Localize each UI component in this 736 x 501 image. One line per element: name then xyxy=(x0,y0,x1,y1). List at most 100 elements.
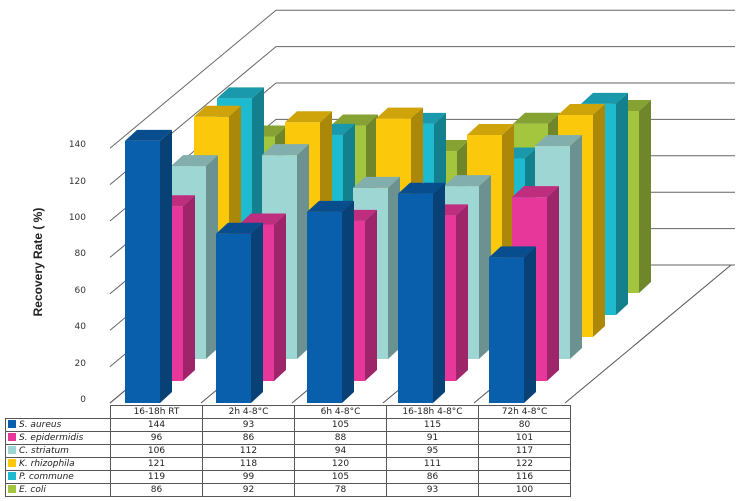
gridline xyxy=(109,9,735,149)
table-cell: 121 xyxy=(110,457,203,471)
bar-side xyxy=(160,129,172,404)
bar-side xyxy=(274,213,286,381)
bar-top xyxy=(444,175,491,187)
bar-top xyxy=(125,129,172,141)
bar-top xyxy=(558,103,605,115)
bar-top xyxy=(285,111,332,123)
bar-side xyxy=(479,175,491,359)
table-cell: 96 xyxy=(110,431,203,445)
bar-side xyxy=(547,186,559,381)
legend-entry: P. commune xyxy=(5,470,111,484)
legend-swatch-icon xyxy=(8,458,16,467)
table-cell: 92 xyxy=(202,483,295,497)
bar-top xyxy=(262,144,309,156)
bar-side xyxy=(570,135,582,359)
data-table-header-row: 16-18h RT 2h 4-8°C 6h 4-8°C 16-18h 4-8°C… xyxy=(5,405,571,419)
legend-entry: S. epidermidis xyxy=(5,431,111,445)
y-tick-label: 60 xyxy=(74,285,86,296)
bar-top xyxy=(216,222,263,234)
legend-entry: C. striatum xyxy=(5,444,111,458)
table-cell: 112 xyxy=(202,444,295,458)
legend-swatch-icon xyxy=(8,432,16,441)
category-header: 16-18h 4-8°C xyxy=(386,405,479,419)
series-label: S. epidermidis xyxy=(19,432,84,443)
bar-side xyxy=(433,182,445,403)
table-cell: 122 xyxy=(478,457,571,471)
table-cell: 100 xyxy=(478,483,571,497)
category-header: 6h 4-8°C xyxy=(294,405,387,419)
y-tick-label: 140 xyxy=(68,140,86,151)
legend-swatch-icon xyxy=(8,471,16,480)
table-cell: 115 xyxy=(386,418,479,432)
table-row: S. aureus 144 93 105 115 80 xyxy=(5,418,571,432)
table-cell: 99 xyxy=(202,470,295,484)
table-row: K. rhizophila 121 118 120 111 122 xyxy=(5,457,571,471)
bar-side xyxy=(183,195,195,381)
legend-entry: K. rhizophila xyxy=(5,457,111,471)
table-cell: 120 xyxy=(294,457,387,471)
table-cell: 86 xyxy=(202,431,295,445)
bar-side xyxy=(297,144,309,359)
table-cell: 93 xyxy=(386,483,479,497)
bar-top xyxy=(513,112,560,124)
bar-top xyxy=(512,186,559,198)
bar-side xyxy=(206,155,218,359)
table-cell: 86 xyxy=(386,470,479,484)
bar xyxy=(307,211,342,403)
table-cell: 117 xyxy=(478,444,571,458)
bar xyxy=(489,257,524,403)
series-label: C. striatum xyxy=(19,445,69,456)
table-cell: 105 xyxy=(294,418,387,432)
y-tick-label: 80 xyxy=(74,249,86,260)
table-cell: 80 xyxy=(478,418,571,432)
legend-swatch-icon xyxy=(8,419,16,428)
bar-top xyxy=(239,213,286,225)
category-header: 16-18h RT xyxy=(110,405,203,419)
bar-side xyxy=(593,103,605,338)
bar-side xyxy=(365,209,377,381)
table-cell: 118 xyxy=(202,457,295,471)
bar-top xyxy=(489,246,536,258)
table-row: S. epidermidis 96 86 88 91 101 xyxy=(5,431,571,445)
table-cell: 106 xyxy=(110,444,203,458)
table-cell: 88 xyxy=(294,431,387,445)
table-cell: 101 xyxy=(478,431,571,445)
y-tick-label: 0 xyxy=(80,395,86,405)
table-cell: 78 xyxy=(294,483,387,497)
series-label: K. rhizophila xyxy=(19,458,75,469)
legend-entry: E. coli xyxy=(5,483,111,497)
y-tick-label: 100 xyxy=(68,213,86,223)
y-tick-label: 20 xyxy=(74,358,86,369)
bar-top xyxy=(398,182,445,194)
bar-top xyxy=(467,123,514,135)
y-tick-label: 120 xyxy=(68,176,86,187)
bar xyxy=(398,193,433,403)
bar-side xyxy=(388,176,400,359)
table-row: E. coli 86 92 78 93 100 xyxy=(5,483,571,497)
table-cell: 144 xyxy=(110,418,203,432)
y-tick-label: 40 xyxy=(74,322,86,333)
bar-top xyxy=(581,92,628,104)
bar-side xyxy=(639,100,651,293)
bar-side xyxy=(456,204,468,381)
table-row: C. striatum 106 112 94 95 117 xyxy=(5,444,571,458)
table-cell: 119 xyxy=(110,470,203,484)
bar-side xyxy=(342,200,354,403)
bar xyxy=(125,140,160,404)
bar-top xyxy=(307,200,354,212)
table-cell: 91 xyxy=(386,431,479,445)
series-label: P. commune xyxy=(19,471,74,482)
legend-swatch-icon xyxy=(8,484,16,493)
table-cell: 105 xyxy=(294,470,387,484)
legend-swatch-icon xyxy=(8,445,16,454)
bar-side xyxy=(251,222,263,403)
table-row: P. commune 119 99 105 86 116 xyxy=(5,470,571,484)
table-cell: 95 xyxy=(386,444,479,458)
bar-top xyxy=(194,105,241,117)
table-cell: 86 xyxy=(110,483,203,497)
data-table: 16-18h RT 2h 4-8°C 6h 4-8°C 16-18h 4-8°C… xyxy=(5,405,571,497)
legend-entry: S. aureus xyxy=(5,418,111,432)
data-table-corner xyxy=(5,405,111,419)
bar xyxy=(216,233,251,403)
y-axis-label: Recovery Rate ( %) xyxy=(31,207,45,317)
